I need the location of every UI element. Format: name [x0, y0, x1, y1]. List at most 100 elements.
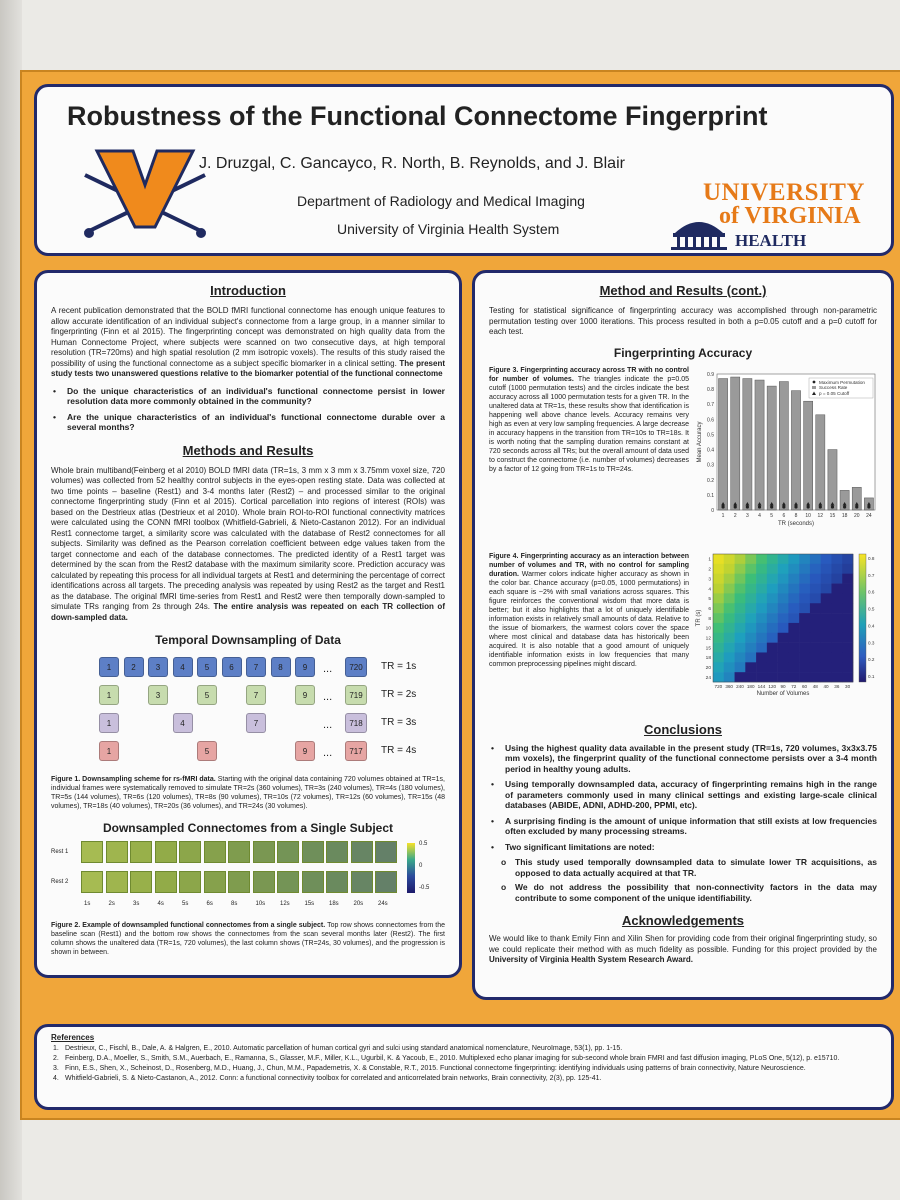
y-tick-label: 6	[708, 605, 711, 611]
heatmap-cell	[723, 602, 735, 613]
figure2-caption-text: Top row shows connectomes from the basel…	[51, 922, 445, 956]
column-label: 20s	[353, 901, 364, 907]
heatmap-cell	[756, 602, 768, 613]
max-permutation-point	[818, 504, 822, 509]
max-permutation-point	[770, 504, 774, 509]
connectome-matrix	[252, 871, 275, 893]
heatmap-cell	[713, 573, 725, 584]
accuracy-bar	[791, 389, 801, 510]
heatmap-cell	[831, 612, 843, 623]
heatmap-cell	[831, 661, 843, 672]
heatmap-cell	[777, 553, 789, 564]
frame-box: 7	[246, 685, 266, 705]
y-axis-label: TR (s)	[696, 609, 702, 626]
column-label: 10s	[255, 901, 266, 907]
y-tick-label: 20	[706, 665, 712, 671]
heatmap-cell	[745, 612, 757, 623]
heatmap-cell	[788, 632, 800, 643]
heatmap-cell	[745, 651, 757, 663]
heatmap-cell	[756, 612, 768, 623]
methods-text: Whole brain multiband(Feinberg et al 201…	[51, 466, 445, 624]
downsampling-row: 1 5 9... 717 TR = 4s	[51, 739, 445, 767]
introduction-emphasis: The present study tests two unanswered q…	[51, 358, 445, 379]
acknowledgements-emphasis: University of Virginia Health System Res…	[489, 955, 693, 964]
acknowledgements-text: We would like to thank Emily Finn and Xi…	[489, 934, 877, 966]
heatmap-cell	[809, 632, 821, 643]
connectome-matrix	[154, 841, 177, 863]
downsampling-diagram: 1 2 3 4 5 6 7 8 9... 720 TR = 1s 1 3 5 7 9... 719 TR = 2s…	[51, 655, 445, 771]
y-axis-label: Mean Accuracy	[697, 421, 703, 462]
heatmap-cell	[788, 573, 800, 584]
frame-box: 9	[295, 741, 315, 761]
heatmap-cell	[756, 573, 768, 584]
frame-box: 9	[295, 657, 315, 677]
heatmap-cell	[745, 592, 757, 604]
figure1-caption-label: Figure 1. Downsampling scheme for rs-fMR…	[51, 776, 216, 783]
y-tick-label: 0.7	[707, 402, 714, 408]
heatmap-cell	[745, 573, 757, 584]
limitations-list: This study used temporally downsampled d…	[489, 857, 877, 903]
cutoff-triangle	[830, 501, 835, 505]
heatmap-cell	[820, 661, 832, 672]
connectome-matrix	[105, 841, 128, 863]
figure2-caption: Figure 2. Example of downsampled functio…	[51, 921, 445, 957]
reference-text: Feinberg, D.A., Moeller, S., Smith, S.M.…	[65, 1055, 840, 1062]
heatmap-cell	[723, 553, 735, 564]
heatmap-cell	[734, 671, 746, 682]
heatmap-cell	[713, 592, 725, 604]
frame-box: 9	[295, 685, 315, 705]
x-tick-label: 240	[736, 684, 744, 689]
y-tick-label: 0.2	[707, 477, 714, 483]
heatmap-cell	[723, 563, 735, 574]
accuracy-bar	[815, 414, 826, 510]
heatmap-cell	[766, 632, 778, 643]
frame-box: 5	[197, 741, 217, 761]
connectome-matrix	[203, 841, 226, 863]
y-tick-label: 0.1	[707, 492, 714, 498]
heatmap-cell	[831, 642, 843, 653]
frame-box: 2	[123, 657, 144, 677]
legend-marker-circle	[812, 380, 816, 383]
max-permutation-point	[843, 504, 847, 509]
heatmap-cell	[831, 583, 843, 594]
reference-text: Finn, E.S., Shen, X., Scheinost, D., Ros…	[65, 1065, 806, 1072]
heatmap-cell	[809, 563, 821, 574]
frame-box: 7	[246, 657, 266, 677]
heatmap-cell	[831, 632, 843, 643]
downsampling-title: Temporal Downsampling of Data	[155, 633, 341, 647]
heatmap-cell	[734, 553, 746, 564]
heatmap-cell	[734, 573, 746, 584]
connectome-matrix	[130, 871, 152, 893]
reference-text: Destrieux, C., Fischl, B., Dale, A. & Ha…	[65, 1045, 623, 1052]
heatmap-cell	[831, 651, 843, 663]
max-permutation-point	[757, 504, 762, 509]
y-tick-label: 0.4	[707, 447, 714, 453]
heatmap-cell	[799, 602, 811, 613]
max-permutation-point	[733, 504, 737, 509]
figure3-caption-label: Figure 3. Fingerprinting accuracy across…	[489, 366, 689, 383]
heatmap-cell	[734, 592, 746, 604]
column-label: 24s	[378, 901, 388, 907]
heatmap-cell	[723, 622, 735, 633]
cutoff-triangle	[794, 501, 798, 505]
heatmap-cell	[777, 612, 789, 623]
heatmap-cell	[799, 592, 811, 604]
heatmap-cell	[842, 661, 854, 672]
max-permutation-point	[830, 504, 835, 509]
poster: Robustness of the Functional Connectome …	[20, 70, 900, 1120]
reference-text: Whitfield-Gabrieli, S. & Nieto-Castanon,…	[65, 1075, 602, 1082]
column-label: 12s	[280, 901, 290, 907]
frame-box: 1	[99, 741, 119, 761]
accuracy-bar	[851, 486, 862, 510]
introduction-body: A recent publication demonstrated that t…	[51, 306, 445, 368]
question-item: Do the unique characteristics of an indi…	[51, 386, 445, 407]
heatmap-cell	[723, 612, 735, 623]
heatmap-cell	[766, 583, 778, 594]
connectome-matrix	[228, 841, 250, 863]
x-tick-label: 4	[758, 513, 761, 519]
heatmap-cell	[842, 553, 854, 564]
colorbar-label: 0.2	[868, 657, 875, 662]
connectome-matrix	[203, 871, 226, 893]
reference-item: 2. Feinberg, D.A., Moeller, S., Smith, S.…	[53, 1055, 840, 1062]
heatmap-cell	[713, 642, 725, 653]
